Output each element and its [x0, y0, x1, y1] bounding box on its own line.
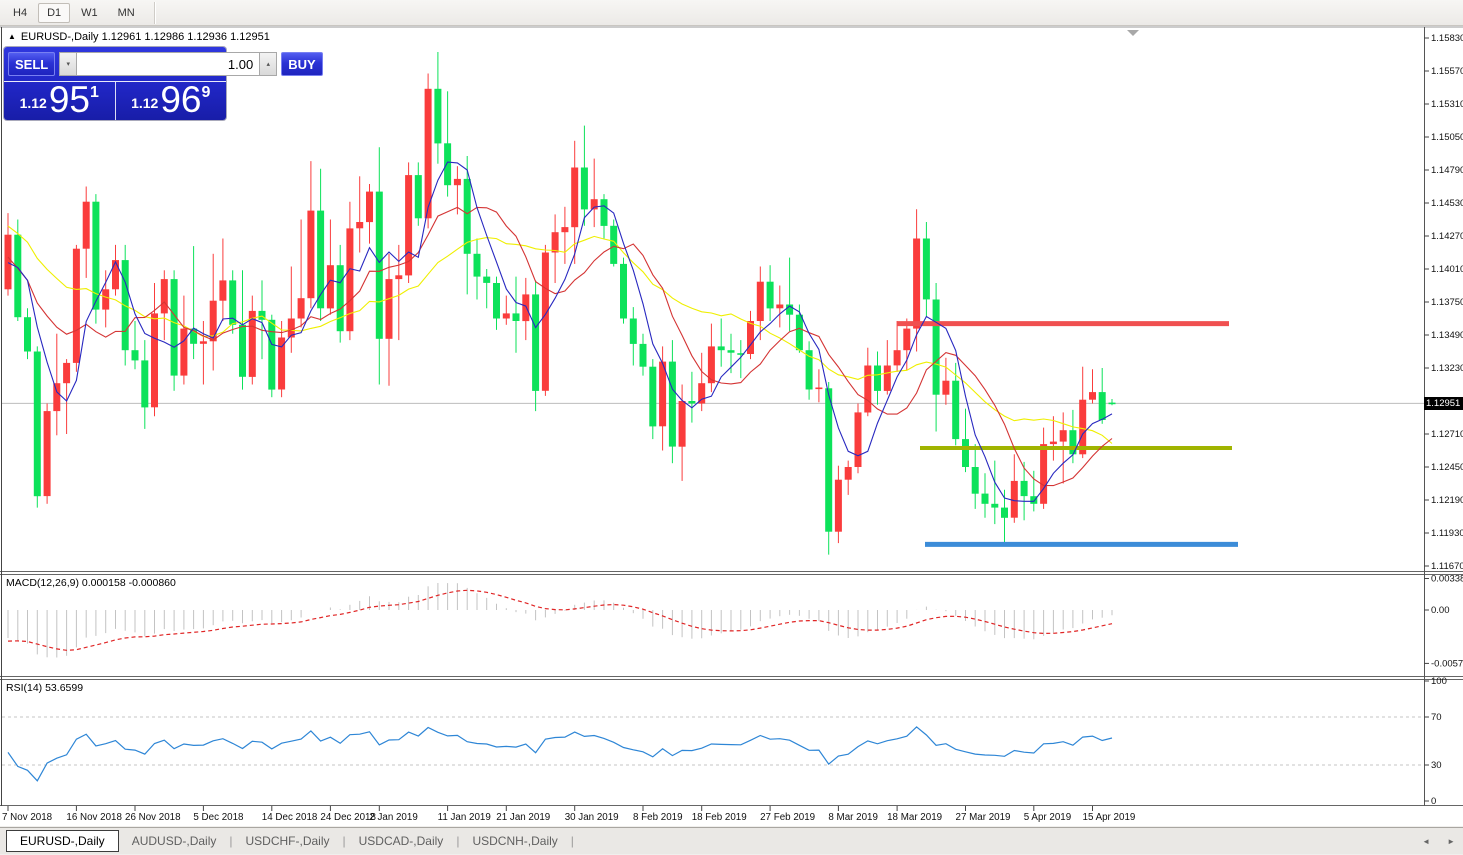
one-click-collapse-icon[interactable]: ▲: [8, 32, 16, 41]
volume-input[interactable]: [77, 52, 260, 76]
tab-usdcad[interactable]: USDCAD-,Daily: [358, 834, 444, 848]
volume-stepper: ▾ ▴: [59, 52, 278, 76]
timeframe-w1-button[interactable]: W1: [72, 3, 107, 23]
trade-prices-row: 1.12 95 1 1.12 96 9: [4, 81, 226, 120]
buy-price-pip: 9: [201, 84, 211, 101]
chart-canvas[interactable]: [0, 27, 1424, 806]
timeframe-d1-button[interactable]: D1: [38, 2, 71, 23]
volume-increase-button[interactable]: ▴: [259, 52, 278, 76]
tabs-scroll-arrows: ◄ ►: [1422, 828, 1455, 855]
chart-tabs: EURUSD-,Daily AUDUSD-,Daily | USDCHF-,Daily…: [6, 830, 574, 852]
tabs-scroll-left-icon[interactable]: ◄: [1422, 837, 1431, 846]
sell-price-big: 95: [48, 79, 90, 121]
buy-price-prefix: 1.12: [131, 95, 159, 111]
timeframe-toolbar: H4 D1 W1 MN: [0, 0, 1463, 26]
macd-indicator-label: MACD(12,26,9) 0.000158 -0.000860: [6, 577, 176, 589]
tab-separator: |: [342, 834, 346, 848]
tab-usdchf[interactable]: USDCHF-,Daily: [245, 834, 330, 848]
tab-eurusd[interactable]: EURUSD-,Daily: [6, 830, 119, 852]
tabs-scroll-right-icon[interactable]: ►: [1447, 837, 1455, 846]
sell-price[interactable]: 1.12 95 1: [4, 82, 115, 120]
timeframe-mn-button[interactable]: MN: [109, 3, 144, 23]
current-price-badge: 1.12951: [1424, 397, 1463, 410]
chart-tabs-bar: EURUSD-,Daily AUDUSD-,Daily | USDCHF-,Daily…: [0, 827, 1463, 854]
tab-separator: |: [570, 834, 574, 848]
chart-title: ▲ EURUSD-,Daily 1.12961 1.12986 1.12936 1…: [8, 31, 270, 43]
trade-controls-row: SELL ▾ ▴ BUY: [4, 47, 323, 81]
chart-symbol-label: EURUSD-,Daily: [20, 31, 99, 43]
price-divider: [114, 82, 116, 120]
sell-price-prefix: 1.12: [19, 95, 47, 111]
tab-usdcnh[interactable]: USDCNH-,Daily: [472, 834, 558, 848]
toolbar-separator: [153, 1, 156, 24]
tab-separator: |: [456, 834, 460, 848]
chart-ohlc-values: 1.12961 1.12986 1.12936 1.12951: [101, 31, 270, 43]
tab-separator: |: [229, 834, 233, 848]
sell-price-pip: 1: [90, 84, 99, 101]
buy-price-big: 96: [160, 79, 202, 121]
buy-button[interactable]: BUY: [281, 52, 323, 76]
rsi-indicator-label: RSI(14) 53.6599: [6, 682, 84, 694]
volume-decrease-button[interactable]: ▾: [59, 52, 78, 76]
tab-audusd[interactable]: AUDUSD-,Daily: [131, 834, 217, 848]
sell-button[interactable]: SELL: [8, 52, 56, 76]
buy-price[interactable]: 1.12 96 9: [116, 82, 227, 120]
timeframe-h4-button[interactable]: H4: [4, 3, 36, 23]
